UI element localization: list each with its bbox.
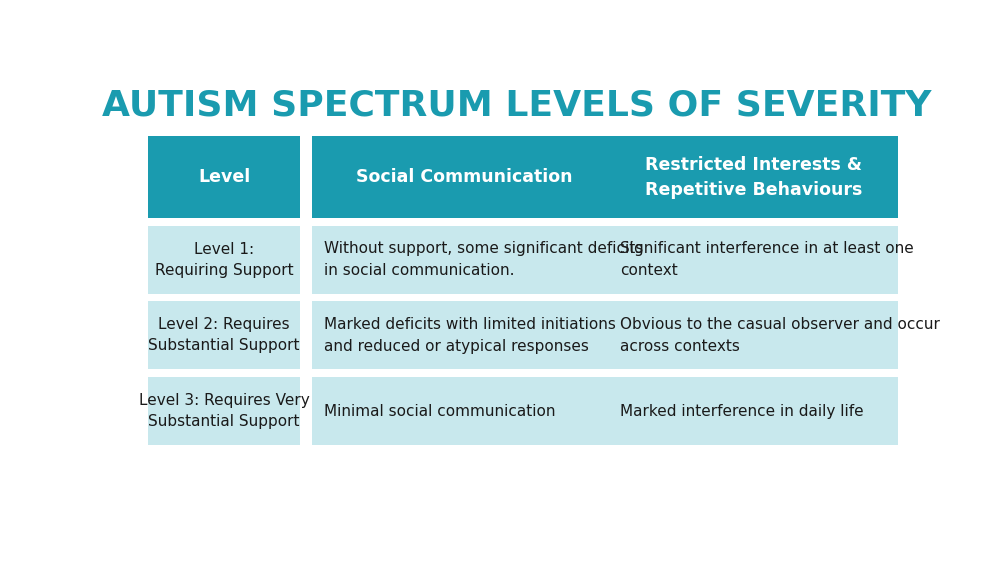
FancyBboxPatch shape — [311, 136, 617, 218]
FancyBboxPatch shape — [609, 302, 898, 369]
FancyBboxPatch shape — [311, 302, 617, 369]
Text: Social Communication: Social Communication — [356, 168, 573, 186]
FancyBboxPatch shape — [148, 226, 300, 294]
Text: AUTISM SPECTRUM LEVELS OF SEVERITY: AUTISM SPECTRUM LEVELS OF SEVERITY — [102, 88, 931, 122]
FancyBboxPatch shape — [609, 377, 898, 445]
Text: Significant interference in at least one
context: Significant interference in at least one… — [621, 241, 914, 278]
Text: Obvious to the casual observer and occur
across contexts: Obvious to the casual observer and occur… — [621, 317, 940, 354]
FancyBboxPatch shape — [311, 377, 617, 445]
Text: Marked deficits with limited initiations
and reduced or atypical responses: Marked deficits with limited initiations… — [324, 317, 616, 354]
FancyBboxPatch shape — [148, 136, 300, 218]
Text: Minimal social communication: Minimal social communication — [324, 404, 555, 419]
FancyBboxPatch shape — [609, 226, 898, 294]
Text: Level 3: Requires Very
Substantial Support: Level 3: Requires Very Substantial Suppo… — [139, 393, 309, 429]
FancyBboxPatch shape — [609, 136, 898, 218]
FancyBboxPatch shape — [148, 377, 300, 445]
Text: Level 2: Requires
Substantial Support: Level 2: Requires Substantial Support — [148, 317, 299, 353]
FancyBboxPatch shape — [311, 226, 617, 294]
Text: Without support, some significant deficits
in social communication.: Without support, some significant defici… — [324, 241, 643, 278]
Text: Marked interference in daily life: Marked interference in daily life — [621, 404, 864, 419]
Text: Level: Level — [198, 168, 250, 186]
Text: Level 1:
Requiring Support: Level 1: Requiring Support — [155, 242, 293, 278]
FancyBboxPatch shape — [148, 302, 300, 369]
Text: Restricted Interests &
Repetitive Behaviours: Restricted Interests & Repetitive Behavi… — [645, 156, 862, 198]
